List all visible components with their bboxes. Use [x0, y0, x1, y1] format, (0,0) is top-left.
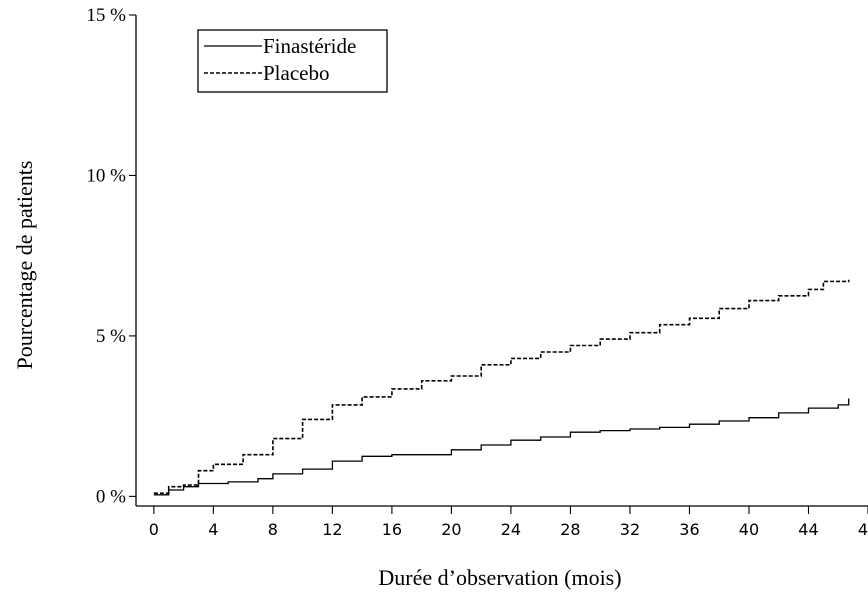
series-line-finasteride	[153, 398, 850, 496]
x-tick-label: 32	[620, 520, 640, 539]
y-tick-label: 10 %	[86, 165, 126, 186]
x-axis-title: Durée d’observation (mois)	[378, 565, 621, 590]
x-tick-label: 44	[798, 520, 818, 539]
y-tick-label: 0 %	[96, 486, 126, 507]
legend-label-finasteride: Finastéride	[263, 34, 356, 58]
x-tick-label: 24	[501, 520, 521, 539]
x-axis-ticks: 04812162024283236404448	[149, 506, 868, 539]
legend: Finastéride Placebo	[197, 29, 388, 93]
y-axis-ticks: 0 % 5 % 10 % 15 %	[86, 5, 136, 507]
y-tick-label: 5 %	[96, 326, 126, 347]
x-tick-label: 48	[858, 520, 868, 539]
x-tick-label: 20	[441, 520, 461, 539]
legend-label-placebo: Placebo	[263, 61, 329, 85]
x-tick-label: 36	[679, 520, 699, 539]
y-tick-label: 15 %	[86, 5, 126, 26]
axes	[135, 15, 868, 507]
legend-box	[197, 29, 388, 93]
series-layer	[153, 279, 850, 496]
x-tick-label: 0	[149, 520, 159, 539]
x-tick-label: 40	[739, 520, 759, 539]
x-tick-label: 16	[382, 520, 402, 539]
series-line-placebo	[153, 279, 850, 494]
x-tick-label: 12	[322, 520, 342, 539]
y-axis-title: Pourcentage de patients	[12, 161, 37, 370]
x-tick-label: 28	[560, 520, 580, 539]
x-tick-label: 8	[268, 520, 278, 539]
x-tick-label: 4	[208, 520, 218, 539]
